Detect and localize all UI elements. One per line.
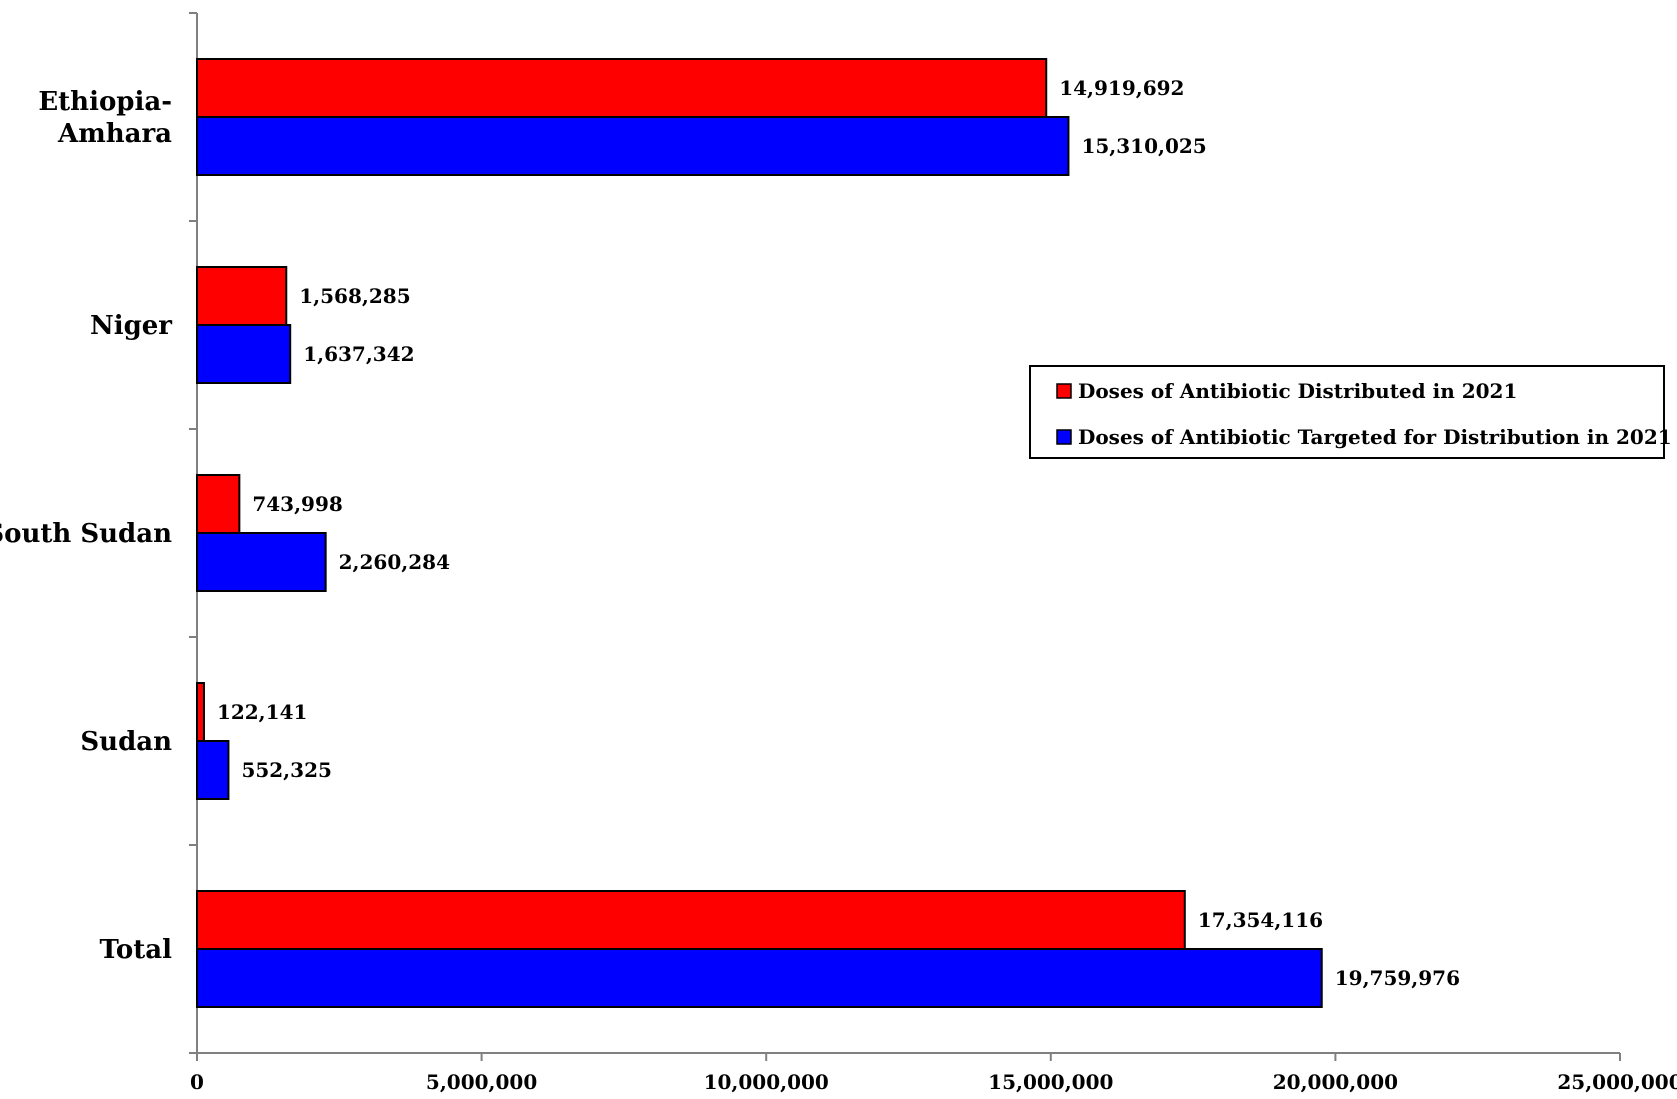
data-label: 743,998 — [252, 492, 342, 516]
x-tick-label: 25,000,000 — [1557, 1070, 1677, 1094]
data-label: 15,310,025 — [1081, 134, 1206, 158]
category-label-total: Total — [100, 935, 173, 965]
data-label: 1,568,285 — [299, 284, 410, 308]
bar-total-series-2 — [196, 948, 1323, 1008]
category-label-niger: Niger — [90, 311, 172, 341]
legend-box — [1029, 365, 1665, 459]
legend: Doses of Antibiotic Distributed in 2021 D… — [1029, 365, 1672, 459]
bar-ethiopia-amhara-series-1 — [196, 58, 1048, 118]
bar-south-sudan-series-2 — [196, 532, 327, 592]
x-tick-label: 20,000,000 — [1273, 1070, 1398, 1094]
x-tick-label: 15,000,000 — [988, 1070, 1113, 1094]
category-label-line: Ethiopia- — [38, 87, 172, 117]
data-label: 122,141 — [217, 700, 307, 724]
data-label: 17,354,116 — [1198, 908, 1323, 932]
legend-swatch — [1056, 429, 1072, 445]
legend-label: Doses of Antibiotic Targeted for Distrib… — [1078, 425, 1672, 449]
x-tick-label: 5,000,000 — [426, 1070, 537, 1094]
bar-south-sudan-series-1 — [196, 474, 241, 534]
category-label-line: Total — [100, 935, 173, 965]
legend-label: Doses of Antibiotic Distributed in 2021 — [1078, 379, 1517, 403]
x-tick-label: 10,000,000 — [704, 1070, 829, 1094]
category-label-ethiopia-amhara: Ethiopia-Amhara — [38, 87, 172, 149]
x-tick-label: 0 — [190, 1070, 204, 1094]
bar-niger-series-2 — [196, 324, 292, 384]
data-label: 552,325 — [241, 758, 331, 782]
data-label: 14,919,692 — [1059, 76, 1184, 100]
category-label-sudan: Sudan — [80, 727, 172, 757]
bar-sudan-series-2 — [196, 740, 230, 800]
bar-ethiopia-amhara-series-2 — [196, 116, 1070, 176]
category-label-line: Niger — [90, 311, 172, 341]
data-label: 1,637,342 — [303, 342, 414, 366]
bar-sudan-series-1 — [196, 682, 205, 742]
legend-swatch — [1056, 383, 1072, 399]
data-label: 19,759,976 — [1335, 966, 1460, 990]
category-label-line: Amhara — [57, 119, 172, 149]
data-label: 2,260,284 — [339, 550, 450, 574]
category-label-line: Sudan — [80, 727, 172, 757]
category-label-line: South Sudan — [0, 519, 172, 549]
bar-total-series-1 — [196, 890, 1186, 950]
bar-niger-series-1 — [196, 266, 288, 326]
category-label-south-sudan: South Sudan — [0, 519, 172, 549]
